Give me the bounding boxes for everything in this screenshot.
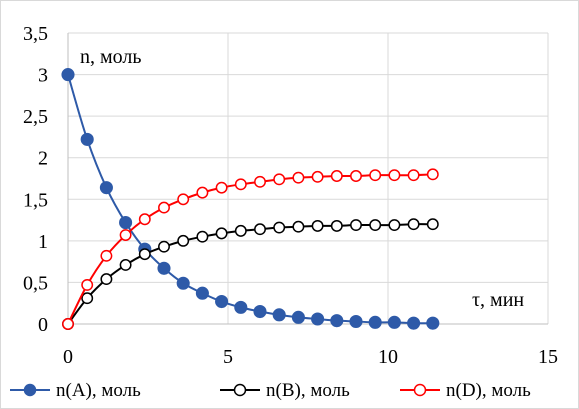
data-point <box>99 181 113 195</box>
data-point <box>100 249 113 262</box>
data-point <box>234 300 248 314</box>
data-point <box>388 219 401 232</box>
data-point <box>176 276 190 290</box>
data-point <box>80 132 94 146</box>
data-point <box>426 218 439 231</box>
data-point <box>234 178 247 191</box>
legend-label-d: n(D), моль <box>446 380 531 401</box>
y-tick-label: 1,5 <box>23 189 48 211</box>
legend-item-d: n(D), моль <box>400 380 531 401</box>
legend-item-b: n(B), моль <box>220 380 350 401</box>
data-point <box>426 316 440 330</box>
data-point <box>349 314 363 329</box>
legend-label-a: n(A), моль <box>56 380 141 401</box>
gridlines <box>68 32 549 324</box>
data-point <box>157 261 171 275</box>
data-point <box>138 213 151 226</box>
series-d <box>62 168 439 330</box>
y-tick-label: 0,5 <box>23 272 48 294</box>
data-point <box>291 310 305 324</box>
data-point <box>81 292 94 305</box>
axes <box>67 33 548 325</box>
data-point <box>330 219 343 232</box>
data-point <box>215 227 228 240</box>
data-point <box>81 278 94 291</box>
data-point <box>350 219 362 232</box>
data-point <box>100 273 113 286</box>
data-point <box>330 170 343 182</box>
y-tick-label: 2 <box>38 148 48 170</box>
series-a <box>61 68 440 330</box>
legend-swatch-marker-b <box>233 383 247 397</box>
data-point <box>407 316 421 330</box>
data-point <box>369 219 382 232</box>
series-d-line <box>67 173 433 325</box>
series <box>61 68 440 330</box>
legend-swatch-marker-d <box>413 383 427 397</box>
data-point <box>253 304 267 319</box>
data-point <box>61 68 75 82</box>
data-point <box>330 314 344 328</box>
data-point <box>273 221 286 234</box>
data-point <box>234 224 247 237</box>
y-tick-label: 2,5 <box>23 106 48 128</box>
y-tick-label: 0 <box>38 314 48 336</box>
x-tick-label: 15 <box>538 346 558 368</box>
data-point <box>62 318 74 330</box>
x-tick-label: 0 <box>63 346 73 368</box>
legend-label-b: n(B), моль <box>266 380 350 401</box>
data-point <box>426 168 439 181</box>
y-tick-labels: 0 0,5 1 1,5 2 2,5 3 3,5 <box>23 23 48 336</box>
data-point <box>369 169 382 182</box>
data-point <box>368 315 382 329</box>
data-point <box>254 175 266 188</box>
x-tick-label: 10 <box>378 346 398 368</box>
y-tick-label: 3,5 <box>23 23 48 45</box>
x-axis-label: τ, мин <box>472 289 524 311</box>
data-point <box>119 259 132 271</box>
y-axis-label: n, моль <box>80 46 142 68</box>
data-point <box>158 201 170 214</box>
data-point <box>272 308 286 322</box>
x-tick-labels: 0 5 10 15 <box>63 346 558 368</box>
data-point <box>215 295 229 309</box>
data-point <box>177 193 190 206</box>
series-b <box>62 218 439 330</box>
data-point <box>119 216 133 230</box>
y-tick-label: 1 <box>38 231 48 253</box>
legend-swatch-marker-a <box>23 383 37 397</box>
data-point <box>138 248 151 261</box>
data-point <box>273 173 286 186</box>
data-point <box>292 171 305 184</box>
data-point <box>215 181 228 194</box>
data-point <box>311 312 325 326</box>
data-point <box>119 229 132 241</box>
data-point <box>350 170 362 182</box>
data-point <box>311 219 324 232</box>
data-point <box>195 286 209 300</box>
data-point <box>254 223 266 236</box>
data-point <box>292 220 305 233</box>
data-point <box>388 169 401 182</box>
data-point <box>387 315 401 329</box>
data-point <box>407 169 420 182</box>
data-point <box>158 240 170 253</box>
data-point <box>196 230 209 243</box>
x-tick-label: 5 <box>223 346 233 368</box>
data-point <box>407 218 420 231</box>
legend-item-a: n(A), моль <box>10 380 141 401</box>
y-tick-label: 3 <box>38 65 48 87</box>
data-point <box>311 170 324 183</box>
legend: n(A), моль n(B), моль n(D), моль <box>10 380 531 401</box>
data-point <box>177 234 190 247</box>
data-point <box>196 186 209 199</box>
